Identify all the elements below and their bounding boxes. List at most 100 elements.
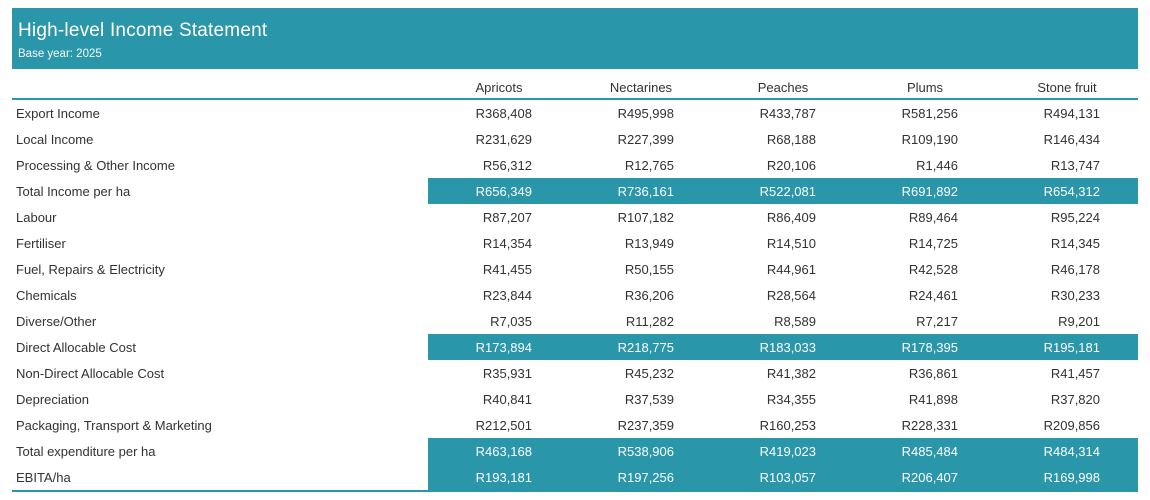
value-cell[interactable]: R40,841: [482, 391, 532, 407]
value-cell[interactable]: R228,331: [901, 417, 958, 433]
value-cell[interactable]: R14,345: [1050, 235, 1100, 251]
value-cell[interactable]: R209,856: [1043, 417, 1100, 433]
value-cell[interactable]: R46,178: [1050, 261, 1100, 277]
value-cell[interactable]: R146,434: [1043, 131, 1100, 147]
row-label[interactable]: Local Income: [16, 131, 94, 147]
row-label[interactable]: Depreciation: [16, 391, 89, 407]
value-cell[interactable]: R23,844: [482, 287, 532, 303]
value-cell[interactable]: R37,820: [1050, 391, 1100, 407]
value-cell[interactable]: R193,181: [428, 464, 570, 490]
value-cell[interactable]: R169,998: [996, 464, 1138, 490]
value-cell[interactable]: R183,033: [712, 334, 854, 360]
value-cell[interactable]: R13,949: [624, 235, 674, 251]
value-cell[interactable]: R41,457: [1050, 365, 1100, 381]
row-label[interactable]: Non-Direct Allocable Cost: [16, 365, 165, 381]
value-cell[interactable]: R212,501: [475, 417, 532, 433]
value-cell[interactable]: R581,256: [901, 105, 958, 121]
value-cell[interactable]: R206,407: [854, 464, 996, 490]
value-cell[interactable]: R654,312: [996, 178, 1138, 204]
value-cell[interactable]: R36,861: [908, 365, 958, 381]
value-cell[interactable]: R14,510: [766, 235, 816, 251]
value-cell[interactable]: R41,898: [908, 391, 958, 407]
row-label[interactable]: EBITA/ha: [16, 469, 71, 485]
column-header-apricots[interactable]: Apricots: [475, 80, 523, 95]
value-cell[interactable]: R419,023: [712, 438, 854, 464]
value-cell[interactable]: R7,217: [916, 313, 958, 329]
value-cell[interactable]: R227,399: [617, 131, 674, 147]
value-cell[interactable]: R494,131: [1043, 105, 1100, 121]
value-cell[interactable]: R68,188: [766, 131, 816, 147]
row-label[interactable]: Direct Allocable Cost: [16, 339, 136, 355]
value-cell[interactable]: R368,408: [475, 105, 532, 121]
value-cell[interactable]: R12,765: [624, 157, 674, 173]
row-label[interactable]: Chemicals: [16, 287, 77, 303]
row-label[interactable]: Labour: [16, 209, 57, 225]
value-cell[interactable]: R9,201: [1058, 313, 1100, 329]
value-cell[interactable]: R7,035: [490, 313, 532, 329]
value-cell[interactable]: R95,224: [1050, 209, 1100, 225]
value-cell[interactable]: R50,155: [624, 261, 674, 277]
value-cell[interactable]: R522,081: [712, 178, 854, 204]
value-cell[interactable]: R86,409: [766, 209, 816, 225]
value-cell[interactable]: R35,931: [482, 365, 532, 381]
column-header-plums[interactable]: Plums: [906, 80, 944, 95]
row-label[interactable]: Diverse/Other: [16, 313, 97, 329]
value-cell[interactable]: R237,359: [617, 417, 674, 433]
value-cell[interactable]: R14,725: [908, 235, 958, 251]
table-row: Non-Direct Allocable Cost R35,931 R45,232 R…: [12, 360, 1138, 386]
value-cell[interactable]: R13,747: [1050, 157, 1100, 173]
value-cell[interactable]: R656,349: [428, 178, 570, 204]
value-cell[interactable]: R28,564: [766, 287, 816, 303]
value-cell[interactable]: R11,282: [625, 313, 674, 329]
value-cell[interactable]: R691,892: [854, 178, 996, 204]
value-cell[interactable]: R87,207: [482, 209, 532, 225]
value-cell[interactable]: R160,253: [759, 417, 816, 433]
value-cell[interactable]: R103,057: [712, 464, 854, 490]
value-cell[interactable]: R30,233: [1050, 287, 1100, 303]
value-cell[interactable]: R178,395: [854, 334, 996, 360]
row-label[interactable]: Total expenditure per ha: [16, 443, 156, 459]
row-label[interactable]: Total Income per ha: [16, 183, 131, 199]
value-cell[interactable]: R538,906: [570, 438, 712, 464]
value-cell[interactable]: R109,190: [901, 131, 958, 147]
value-cell[interactable]: R44,961: [766, 261, 816, 277]
value-cell[interactable]: R1,446: [916, 157, 958, 173]
value-cell[interactable]: R107,182: [617, 209, 674, 225]
table-header-row: Apricots Nectarines Peaches Plums Stone frui…: [12, 76, 1138, 100]
table-row: Total expenditure per ha R463,168 R538,906…: [12, 438, 1138, 464]
value-cell[interactable]: R37,539: [624, 391, 674, 407]
value-cell[interactable]: R41,382: [766, 365, 816, 381]
report-header-band: High-level Income Statement Base year: 2…: [12, 8, 1138, 69]
value-cell[interactable]: R36,206: [624, 287, 674, 303]
value-cell[interactable]: R14,354: [482, 235, 532, 251]
value-cell[interactable]: R218,775: [570, 334, 712, 360]
column-header-nectarines[interactable]: Nectarines: [609, 80, 673, 95]
value-cell[interactable]: R197,256: [570, 464, 712, 490]
row-label[interactable]: Fertiliser: [16, 235, 66, 251]
value-cell[interactable]: R484,314: [996, 438, 1138, 464]
column-header-peaches[interactable]: Peaches: [757, 80, 809, 95]
value-cell[interactable]: R42,528: [908, 261, 958, 277]
table-row: Depreciation R40,841 R37,539 R34,355 R41,898…: [12, 386, 1138, 412]
value-cell[interactable]: R195,181: [996, 334, 1138, 360]
value-cell[interactable]: R41,455: [482, 261, 532, 277]
value-cell[interactable]: R20,106: [766, 157, 816, 173]
value-cell[interactable]: R485,484: [854, 438, 996, 464]
row-label[interactable]: Fuel, Repairs & Electricity: [16, 261, 165, 277]
row-label[interactable]: Export Income: [16, 105, 100, 121]
value-cell[interactable]: R433,787: [759, 105, 816, 121]
row-label[interactable]: Processing & Other Income: [16, 157, 175, 173]
value-cell[interactable]: R89,464: [908, 209, 958, 225]
row-label[interactable]: Packaging, Transport & Marketing: [16, 417, 212, 433]
value-cell[interactable]: R45,232: [624, 365, 674, 381]
value-cell[interactable]: R34,355: [766, 391, 816, 407]
value-cell[interactable]: R56,312: [482, 157, 532, 173]
value-cell[interactable]: R231,629: [475, 131, 532, 147]
value-cell[interactable]: R736,161: [570, 178, 712, 204]
value-cell[interactable]: R173,894: [428, 334, 570, 360]
value-cell[interactable]: R495,998: [617, 105, 674, 121]
column-header-stone-fruit[interactable]: Stone fruit: [1037, 80, 1097, 95]
value-cell[interactable]: R24,461: [908, 287, 958, 303]
value-cell[interactable]: R8,589: [774, 313, 816, 329]
value-cell[interactable]: R463,168: [428, 438, 570, 464]
